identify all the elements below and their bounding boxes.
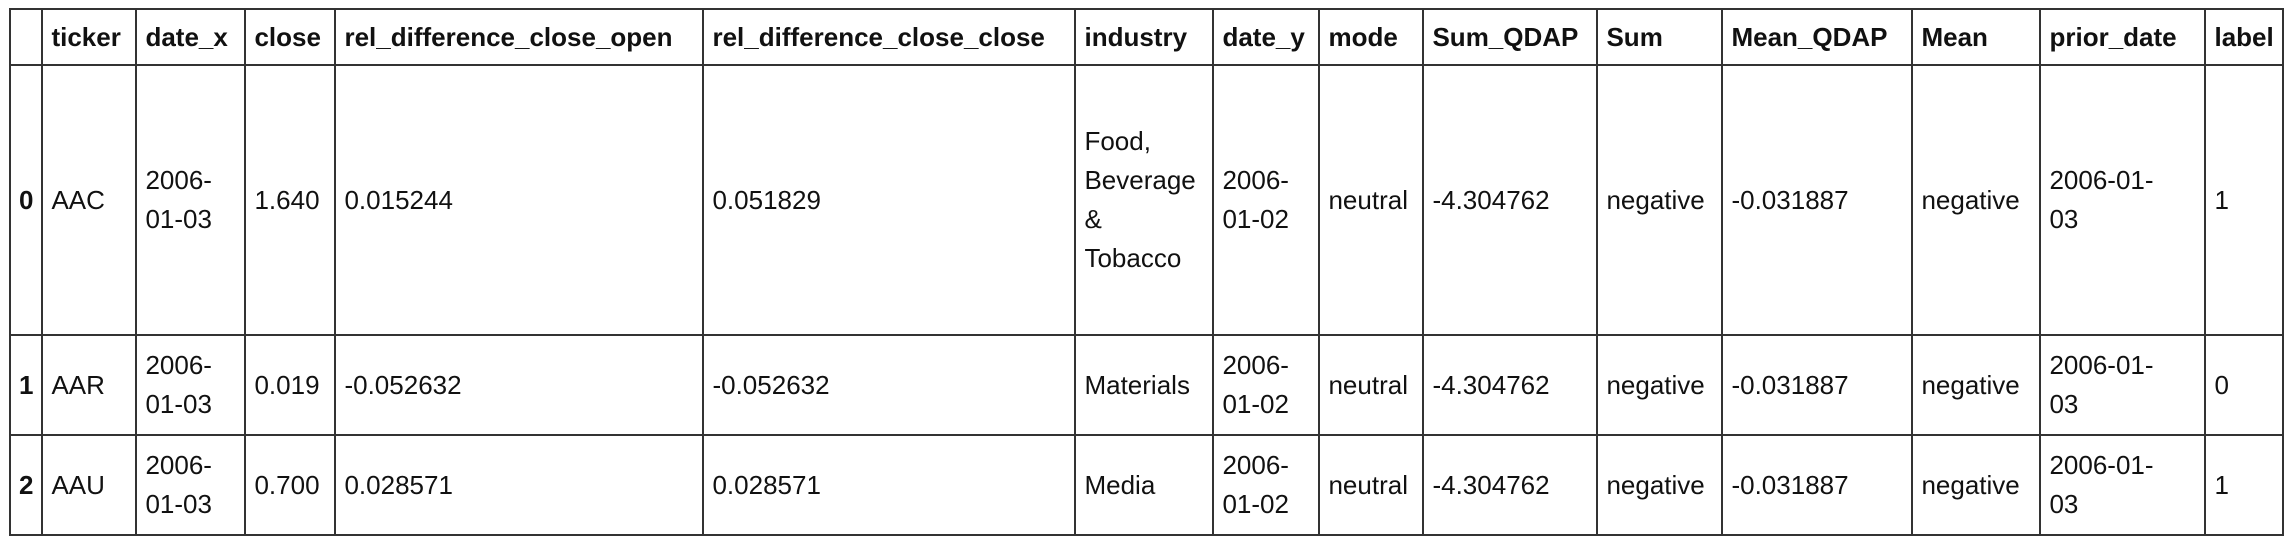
cell-label: 0: [2204, 334, 2284, 436]
cell-sum: negative: [1596, 434, 1724, 536]
cell-rel-difference-close-close: -0.052632: [702, 334, 1077, 436]
dataframe-table-container: ticker date_x close rel_difference_close…: [8, 8, 2284, 536]
header-ticker: ticker: [41, 8, 138, 66]
cell-mode: neutral: [1318, 434, 1425, 536]
table-row: 1 AAR 2006- 01-03 0.019 -0.052632 -0.0526…: [8, 334, 2284, 436]
cell-sum-qdap: -4.304762: [1422, 334, 1599, 436]
cell-prior-date: 2006-01- 03: [2039, 64, 2207, 336]
dataframe-table: ticker date_x close rel_difference_close…: [8, 8, 2284, 536]
table-row: 0 AAC 2006- 01-03 1.640 0.015244 0.051829…: [8, 64, 2284, 336]
cell-close: 0.019: [244, 334, 337, 436]
header-close: close: [244, 8, 337, 66]
cell-industry: Food, Beverage & Tobacco: [1074, 64, 1215, 336]
header-sum-qdap: Sum_QDAP: [1422, 8, 1599, 66]
cell-ticker: AAC: [41, 64, 138, 336]
cell-date-x: 2006- 01-03: [135, 334, 247, 436]
cell-mean-qdap: -0.031887: [1721, 434, 1914, 536]
header-date-y: date_y: [1212, 8, 1321, 66]
cell-mode: neutral: [1318, 334, 1425, 436]
cell-mean-qdap: -0.031887: [1721, 334, 1914, 436]
cell-rel-difference-close-open: 0.015244: [334, 64, 705, 336]
cell-date-x: 2006- 01-03: [135, 64, 247, 336]
cell-date-y: 2006- 01-02: [1212, 334, 1321, 436]
cell-mean: negative: [1911, 334, 2042, 436]
cell-label: 1: [2204, 64, 2284, 336]
cell-industry: Media: [1074, 434, 1215, 536]
cell-mean-qdap: -0.031887: [1721, 64, 1914, 336]
cell-prior-date: 2006-01- 03: [2039, 434, 2207, 536]
cell-rel-difference-close-close: 0.051829: [702, 64, 1077, 336]
header-sum: Sum: [1596, 8, 1724, 66]
header-label: label: [2204, 8, 2284, 66]
cell-mean: negative: [1911, 434, 2042, 536]
cell-ticker: AAU: [41, 434, 138, 536]
header-index: [8, 8, 44, 66]
cell-rel-difference-close-open: 0.028571: [334, 434, 705, 536]
cell-rel-difference-close-close: 0.028571: [702, 434, 1077, 536]
row-index: 1: [8, 334, 44, 436]
header-date-x: date_x: [135, 8, 247, 66]
table-row: 2 AAU 2006- 01-03 0.700 0.028571 0.028571…: [8, 434, 2284, 536]
header-mean: Mean: [1911, 8, 2042, 66]
cell-rel-difference-close-open: -0.052632: [334, 334, 705, 436]
header-mode: mode: [1318, 8, 1425, 66]
cell-sum-qdap: -4.304762: [1422, 64, 1599, 336]
cell-sum-qdap: -4.304762: [1422, 434, 1599, 536]
cell-date-y: 2006- 01-02: [1212, 434, 1321, 536]
cell-prior-date: 2006-01- 03: [2039, 334, 2207, 436]
header-rel-difference-close-close: rel_difference_close_close: [702, 8, 1077, 66]
cell-close: 1.640: [244, 64, 337, 336]
header-mean-qdap: Mean_QDAP: [1721, 8, 1914, 66]
cell-label: 1: [2204, 434, 2284, 536]
row-index: 2: [8, 434, 44, 536]
header-industry: industry: [1074, 8, 1215, 66]
row-index: 0: [8, 64, 44, 336]
cell-sum: negative: [1596, 334, 1724, 436]
cell-sum: negative: [1596, 64, 1724, 336]
cell-date-y: 2006- 01-02: [1212, 64, 1321, 336]
cell-mode: neutral: [1318, 64, 1425, 336]
cell-ticker: AAR: [41, 334, 138, 436]
cell-mean: negative: [1911, 64, 2042, 336]
header-prior-date: prior_date: [2039, 8, 2207, 66]
cell-close: 0.700: [244, 434, 337, 536]
header-rel-difference-close-open: rel_difference_close_open: [334, 8, 705, 66]
cell-date-x: 2006- 01-03: [135, 434, 247, 536]
header-row: ticker date_x close rel_difference_close…: [8, 8, 2284, 66]
cell-industry: Materials: [1074, 334, 1215, 436]
